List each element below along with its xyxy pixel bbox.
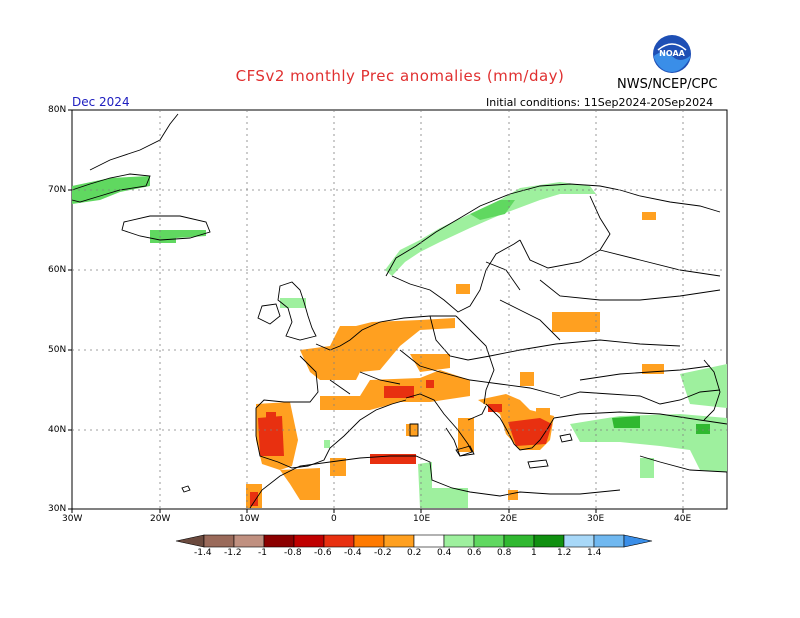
lat-label-60n: 60N xyxy=(48,265,67,275)
colorbar-label: 1 xyxy=(531,548,537,558)
map-frame xyxy=(71,109,728,510)
lon-label-10e: 10E xyxy=(413,514,431,524)
map-title: CFSv2 monthly Prec anomalies (mm/day) xyxy=(235,67,565,85)
colorbar-swatch-6 xyxy=(353,534,385,548)
lon-label-20e: 20E xyxy=(500,514,518,524)
gridlines xyxy=(72,110,727,509)
colorbar-label: 1.2 xyxy=(557,548,572,558)
colorbar-swatch-5 xyxy=(323,534,355,548)
colorbar-label: 0.4 xyxy=(437,548,452,558)
colorbar-swatch-4 xyxy=(293,534,325,548)
colorbar-swatch-15 xyxy=(623,534,653,548)
colorbar-label: -0.2 xyxy=(374,548,392,558)
colorbar-swatch-7 xyxy=(383,534,415,548)
colorbar-swatch-0 xyxy=(175,534,205,548)
colorbar-swatch-14 xyxy=(593,534,625,548)
colorbar-label: -0.6 xyxy=(314,548,332,558)
logo-text: NOAA xyxy=(659,49,685,58)
lon-label-30w: 30W xyxy=(62,514,83,524)
colorbar-swatch-2 xyxy=(233,534,265,548)
lat-label-80n: 80N xyxy=(48,105,67,115)
colorbar-label: -0.4 xyxy=(344,548,362,558)
colorbar-label: 0.8 xyxy=(497,548,512,558)
agency-label: NWS/NCEP/CPC xyxy=(617,77,718,92)
colorbar-label: -1.4 xyxy=(194,548,212,558)
lat-label-40n: 40N xyxy=(48,425,67,435)
colorbar-swatch-12 xyxy=(533,534,565,548)
lat-label-70n: 70N xyxy=(48,185,67,195)
lon-label-0: 0 xyxy=(331,514,337,524)
coastlines xyxy=(71,113,728,509)
colorbar-label: 0.6 xyxy=(467,548,482,558)
colorbar-label: -1 xyxy=(258,548,267,558)
colorbar-swatch-10 xyxy=(473,534,505,548)
lon-label-20w: 20W xyxy=(150,514,171,524)
lon-label-40e: 40E xyxy=(674,514,692,524)
colorbar xyxy=(175,534,653,548)
lon-label-30e: 30E xyxy=(587,514,605,524)
colorbar-label: -0.8 xyxy=(284,548,302,558)
colorbar-label: 1.4 xyxy=(587,548,602,558)
colorbar-swatch-13 xyxy=(563,534,595,548)
colorbar-swatch-3 xyxy=(263,534,295,548)
colorbar-swatch-9 xyxy=(443,534,475,548)
anomaly-fields xyxy=(72,176,727,508)
axis-ticks xyxy=(68,109,684,513)
noaa-logo: NOAA xyxy=(653,35,691,73)
lon-label-10w: 10W xyxy=(239,514,260,524)
initial-conditions: Initial conditions: 11Sep2024-20Sep2024 xyxy=(486,96,714,109)
colorbar-swatch-11 xyxy=(503,534,535,548)
colorbar-swatch-1 xyxy=(203,534,235,548)
lat-label-50n: 50N xyxy=(48,345,67,355)
forecast-month: Dec 2024 xyxy=(72,95,130,109)
colorbar-swatch-8 xyxy=(413,534,445,548)
colorbar-label: -1.2 xyxy=(224,548,242,558)
colorbar-label: 0.2 xyxy=(407,548,422,558)
lat-label-30n: 30N xyxy=(48,504,67,514)
